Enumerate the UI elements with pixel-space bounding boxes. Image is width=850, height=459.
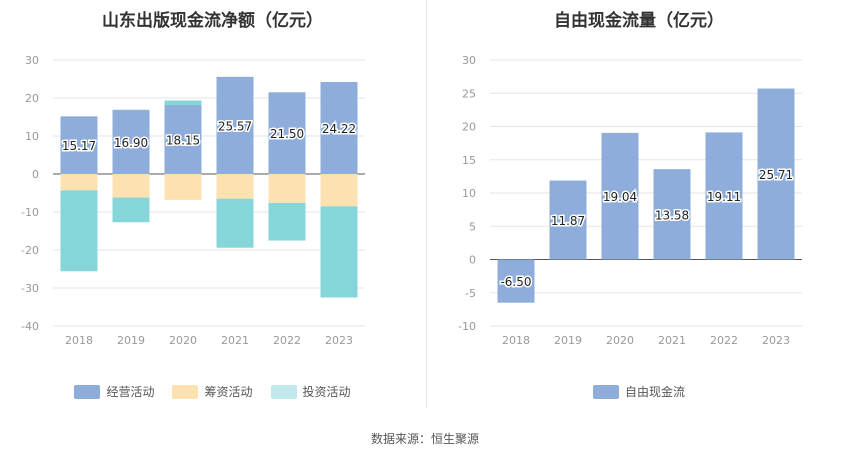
bar-fcf-2021 bbox=[653, 169, 691, 260]
data-label: 19.11 bbox=[707, 190, 741, 204]
y-tick-label: -20 bbox=[21, 244, 39, 257]
legend-label-investing: 投资活动 bbox=[302, 385, 351, 399]
bar-fcf-2020 bbox=[601, 132, 639, 260]
y-tick-label: -30 bbox=[21, 282, 39, 295]
chart-title-right: 自由现金流量（亿元） bbox=[554, 11, 724, 31]
bar-investing-2023 bbox=[320, 206, 358, 298]
y-tick-label: 0 bbox=[469, 254, 476, 267]
legend-item-operating[interactable]: 经营活动 bbox=[74, 383, 154, 400]
bar-operating-2022 bbox=[268, 92, 306, 174]
y-tick-label: -10 bbox=[21, 206, 39, 219]
y-tick-label: 10 bbox=[462, 187, 476, 200]
data-label: 24.22 bbox=[322, 122, 356, 136]
y-tick-label: 5 bbox=[469, 220, 476, 233]
x-tick-label: 2023 bbox=[325, 334, 353, 347]
data-label: -6.50 bbox=[500, 275, 531, 289]
bar-operating-2021 bbox=[216, 76, 254, 174]
x-tick-label: 2019 bbox=[117, 334, 145, 347]
x-tick-label: 2021 bbox=[221, 334, 249, 347]
bar-investing-2019 bbox=[112, 197, 150, 223]
bar-financing-2020 bbox=[164, 174, 202, 200]
x-tick-label: 2020 bbox=[169, 334, 197, 347]
bar-operating-2023 bbox=[320, 81, 358, 174]
bar-investing-2018 bbox=[60, 190, 98, 272]
x-tick-label: 2019 bbox=[554, 334, 582, 347]
data-label: 16.90 bbox=[114, 136, 148, 150]
legend-swatch-financing bbox=[172, 384, 199, 399]
bar-financing-2019 bbox=[112, 174, 150, 198]
data-label: 25.71 bbox=[759, 168, 793, 182]
bar-operating-2018 bbox=[60, 116, 98, 174]
bar-fcf-2019 bbox=[549, 180, 587, 260]
x-tick-label: 2018 bbox=[65, 334, 93, 347]
y-tick-label: -40 bbox=[21, 320, 39, 333]
y-tick-label: 30 bbox=[25, 54, 39, 67]
y-tick-label: 20 bbox=[25, 92, 39, 105]
free-cash-flow-chart: 30 25 20 15 10 5 0 -5 -10 2018 -6.50 2019 11.87 2020 1… bbox=[458, 54, 802, 347]
x-tick-label: 2022 bbox=[273, 334, 301, 347]
legend-item-fcf[interactable]: 自由现金流 bbox=[592, 383, 685, 400]
legend-label-operating: 经营活动 bbox=[106, 385, 155, 399]
y-tick-label: -5 bbox=[465, 287, 476, 300]
legend-swatch-operating bbox=[74, 384, 101, 399]
legend-label-fcf: 自由现金流 bbox=[624, 385, 685, 399]
bar-financing-2022 bbox=[268, 174, 306, 203]
cash-flow-net-chart: 30 20 10 0 -10 -20 -30 -40 2018 15.17 2019 16.90 202… bbox=[21, 54, 365, 347]
data-label: 18.15 bbox=[166, 134, 200, 148]
data-label: 25.57 bbox=[218, 119, 252, 133]
bar-financing-2021 bbox=[216, 174, 254, 199]
panel-divider bbox=[426, 0, 427, 408]
y-tick-label: 20 bbox=[462, 121, 476, 134]
bar-investing-2021 bbox=[216, 198, 254, 248]
legend-label-financing: 筹资活动 bbox=[204, 385, 253, 399]
data-label: 15.17 bbox=[62, 139, 96, 153]
bar-operating-2020 bbox=[164, 105, 202, 174]
x-tick-label: 2018 bbox=[502, 334, 530, 347]
y-tick-label: -10 bbox=[458, 320, 476, 333]
bar-investing-2022 bbox=[268, 202, 306, 241]
x-tick-label: 2022 bbox=[710, 334, 738, 347]
y-tick-label: 10 bbox=[25, 130, 39, 143]
free-cash-flow-panel: 自由现金流量（亿元） 30 25 20 15 10 5 0 -5 -10 2018 -6.50 201… bbox=[428, 0, 850, 410]
bar-fcf-2023 bbox=[757, 88, 795, 260]
bar-fcf-2022 bbox=[705, 132, 743, 260]
data-label: 19.04 bbox=[603, 190, 637, 204]
bar-financing-2023 bbox=[320, 174, 358, 207]
x-tick-label: 2023 bbox=[762, 334, 790, 347]
bar-fcf-2018 bbox=[497, 259, 535, 303]
data-label: 21.50 bbox=[270, 127, 304, 141]
legend-right: 自由现金流 bbox=[428, 383, 850, 400]
bar-financing-2018 bbox=[60, 174, 98, 191]
y-tick-label: 0 bbox=[32, 168, 39, 181]
bar-investing-2020 bbox=[164, 100, 202, 106]
legend-left: 经营活动 筹资活动 投资活动 bbox=[0, 383, 425, 400]
y-tick-label: 15 bbox=[462, 154, 476, 167]
x-tick-label: 2021 bbox=[658, 334, 686, 347]
x-tick-label: 2020 bbox=[606, 334, 634, 347]
data-source-note: 数据来源：恒生聚源 bbox=[370, 432, 479, 446]
legend-swatch-fcf bbox=[592, 384, 619, 399]
y-tick-label: 30 bbox=[462, 54, 476, 67]
legend-item-investing[interactable]: 投资活动 bbox=[270, 383, 351, 400]
cash-flow-net-panel: 山东出版现金流净额（亿元） 30 20 10 0 -10 -20 -30 -40 2018 15.… bbox=[0, 0, 425, 410]
chart-title-left: 山东出版现金流净额（亿元） bbox=[102, 11, 323, 31]
y-tick-label: 25 bbox=[462, 87, 476, 100]
legend-item-financing[interactable]: 筹资活动 bbox=[172, 383, 253, 400]
legend-swatch-investing bbox=[270, 384, 297, 399]
bar-operating-2019 bbox=[112, 109, 150, 174]
data-label: 13.58 bbox=[655, 208, 689, 222]
data-label: 11.87 bbox=[551, 214, 585, 228]
